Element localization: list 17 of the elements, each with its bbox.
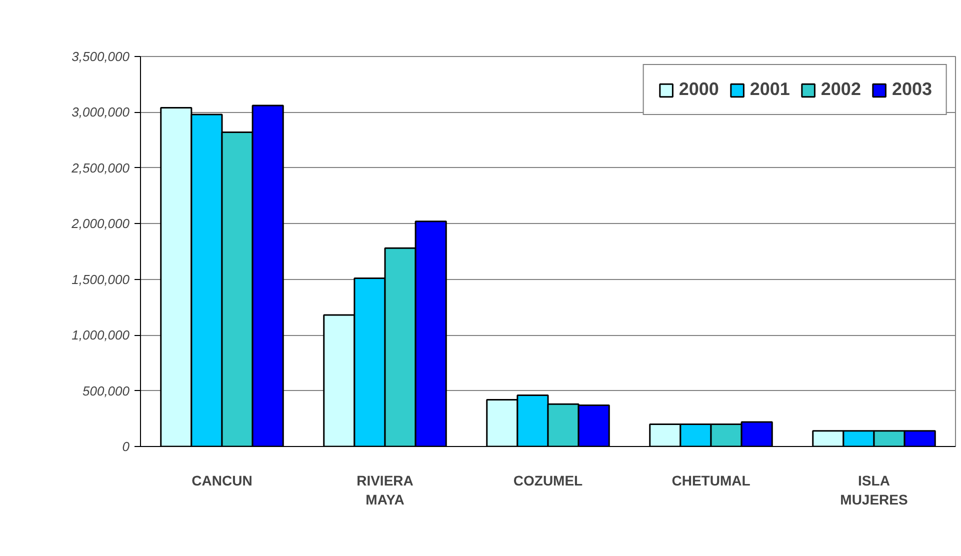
x-tick-label: RIVIERA MAYA xyxy=(356,472,414,508)
legend-label: 2000 xyxy=(678,79,719,100)
y-tick-label: 1,500,000 xyxy=(72,272,130,287)
legend-label: 2001 xyxy=(750,79,790,100)
x-tick-label: ISLA MUJERES xyxy=(840,472,908,508)
x-tick-label: CANCUN xyxy=(192,472,252,488)
y-tick-label: 3,500,000 xyxy=(72,49,130,64)
y-tick-label: 3,000,000 xyxy=(72,104,130,120)
y-tick-label: 0 xyxy=(122,439,130,454)
y-tick-label: 500,000 xyxy=(82,383,130,398)
y-tick-label: 2,500,000 xyxy=(70,160,130,176)
x-tick-label: COZUMEL xyxy=(513,472,584,488)
legend-label: 2002 xyxy=(820,79,861,100)
x-tick-label: CHETUMAL xyxy=(672,472,751,488)
legend-label: 2003 xyxy=(892,79,932,100)
y-tick-label: 2,000,000 xyxy=(70,216,130,232)
y-tick-label: 1,000,000 xyxy=(72,328,130,343)
